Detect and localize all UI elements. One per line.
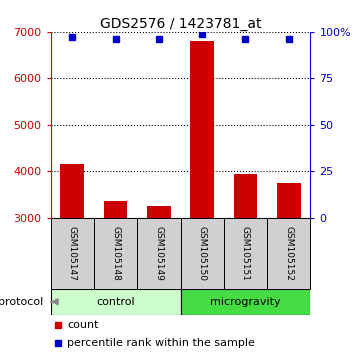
Text: protocol: protocol [0,297,43,307]
Bar [51,218,94,289]
Bar [147,206,171,218]
Text: GSM105149: GSM105149 [155,225,163,281]
Bar [94,218,137,289]
Bar [180,218,224,289]
Text: count: count [68,320,99,330]
Bar [277,183,301,218]
Bar [51,289,180,315]
Text: control: control [96,297,135,307]
Bar [224,218,267,289]
Title: GDS2576 / 1423781_at: GDS2576 / 1423781_at [100,17,261,31]
Text: GSM105152: GSM105152 [284,225,293,281]
Text: GSM105151: GSM105151 [241,225,250,281]
Text: GSM105150: GSM105150 [198,225,206,281]
Bar [104,201,127,218]
Text: GSM105148: GSM105148 [111,225,120,281]
Text: microgravity: microgravity [210,297,281,307]
Bar [137,218,180,289]
Text: percentile rank within the sample: percentile rank within the sample [68,338,255,348]
Bar [234,173,257,218]
Bar [267,218,310,289]
Bar [60,164,84,218]
Text: GSM105147: GSM105147 [68,225,77,281]
Bar [180,289,310,315]
Bar [190,41,214,218]
